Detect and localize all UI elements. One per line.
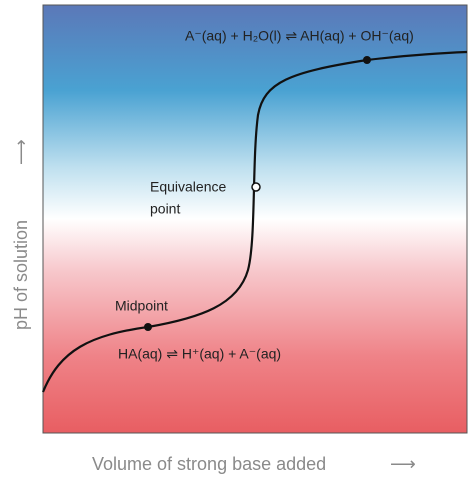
y-axis-label: pH of solution	[11, 220, 31, 330]
equivalence-label: point	[150, 201, 180, 217]
plot-area	[42, 4, 468, 434]
midpoint-label: Midpoint	[115, 298, 168, 314]
midpoint-dot	[144, 323, 152, 331]
buffer-dot	[363, 56, 371, 64]
bottom-equation: HA(aq) ⇌ H⁺(aq) + A⁻(aq)	[118, 346, 281, 362]
y-axis: pH of solution ⟶	[11, 139, 31, 330]
x-axis-label: Volume of strong base added	[92, 454, 326, 474]
y-axis-arrow: ⟶	[11, 139, 31, 165]
top-equation: A⁻(aq) + H₂O(l) ⇌ AH(aq) + OH⁻(aq)	[185, 28, 414, 44]
equivalence-dot	[251, 182, 261, 192]
x-axis-arrow: ⟶	[390, 454, 416, 474]
equivalence-label: Equivalence	[150, 179, 226, 195]
